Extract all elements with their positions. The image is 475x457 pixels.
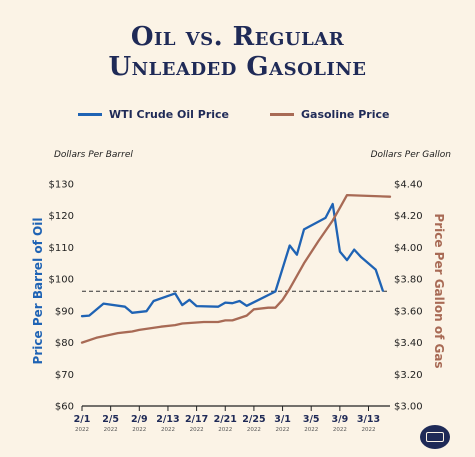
x-tick-year: 2022 (333, 427, 347, 433)
y2-tick-label: $4.40 (394, 180, 423, 191)
y2-tick-label: $3.20 (394, 370, 423, 381)
x-tick-year: 2022 (190, 427, 204, 433)
y-tick-label: $120 (49, 211, 74, 222)
x-tick-year: 2022 (247, 427, 261, 433)
y2-tick-label: $4.00 (394, 243, 423, 254)
x-tick-year: 2022 (362, 427, 376, 433)
y2-axis-title: Price Per Gallon of Gas (432, 213, 446, 368)
legend-label-oil: WTI Crude Oil Price (109, 108, 230, 121)
y-axis-title: Price Per Barrel of Oil (31, 218, 45, 365)
legend-label-gas: Gasoline Price (301, 108, 390, 121)
y-tick-label: $90 (55, 306, 74, 317)
series-line-gasoline (80, 193, 392, 344)
legend-swatch-gas (270, 113, 294, 116)
y2-tick-label: $4.20 (394, 211, 423, 222)
x-tick-label: 3/9 (332, 414, 349, 425)
x-tick-label: 2/5 (102, 414, 119, 425)
y2-tick-label: $3.60 (394, 306, 423, 317)
x-tick-label: 2/13 (156, 414, 179, 425)
x-tick-year: 2022 (132, 427, 146, 433)
y2-tick-label: $3.40 (394, 338, 423, 349)
x-tick-label: 3/13 (357, 414, 380, 425)
y-tick-label: $130 (49, 180, 74, 191)
legend: WTI Crude Oil Price Gasoline Price (0, 108, 475, 128)
chart-title-line-2: Unleaded Gasoline (108, 52, 367, 82)
x-tick-label: 2/1 (74, 414, 91, 425)
x-tick-year: 2022 (104, 427, 118, 433)
x-tick-label: 3/1 (274, 414, 291, 425)
x-tick-label: 2/25 (242, 414, 265, 425)
x-tick-year: 2022 (218, 427, 232, 433)
legend-swatch-oil (78, 113, 102, 116)
y-tick-label: $100 (49, 275, 74, 286)
series-line-oil (80, 202, 384, 318)
right-unit-label: Dollars Per Gallon (370, 150, 451, 160)
y-tick-label: $110 (49, 243, 74, 254)
x-tick-label: 2/9 (131, 414, 148, 425)
white-house-seal-icon (420, 425, 450, 449)
left-unit-label: Dollars Per Barrel (54, 150, 133, 160)
seal-building-shape (426, 432, 444, 442)
legend-item-oil: WTI Crude Oil Price (78, 108, 229, 121)
y2-tick-label: $3.00 (394, 402, 423, 413)
x-tick-year: 2022 (276, 427, 290, 433)
y-tick-label: $60 (55, 402, 74, 413)
y-tick-label: $80 (55, 338, 74, 349)
x-tick-label: 2/17 (185, 414, 208, 425)
x-tick-label: 3/5 (303, 414, 320, 425)
legend-item-gas: Gasoline Price (270, 108, 389, 121)
x-tick-label: 2/21 (214, 414, 237, 425)
y2-tick-label: $3.80 (394, 275, 423, 286)
x-tick-year: 2022 (304, 427, 318, 433)
chart-title-line-1: Oil vs. Regular (130, 22, 345, 52)
x-tick-year: 2022 (161, 427, 175, 433)
y-tick-label: $70 (55, 370, 74, 381)
x-tick-year: 2022 (75, 427, 89, 433)
